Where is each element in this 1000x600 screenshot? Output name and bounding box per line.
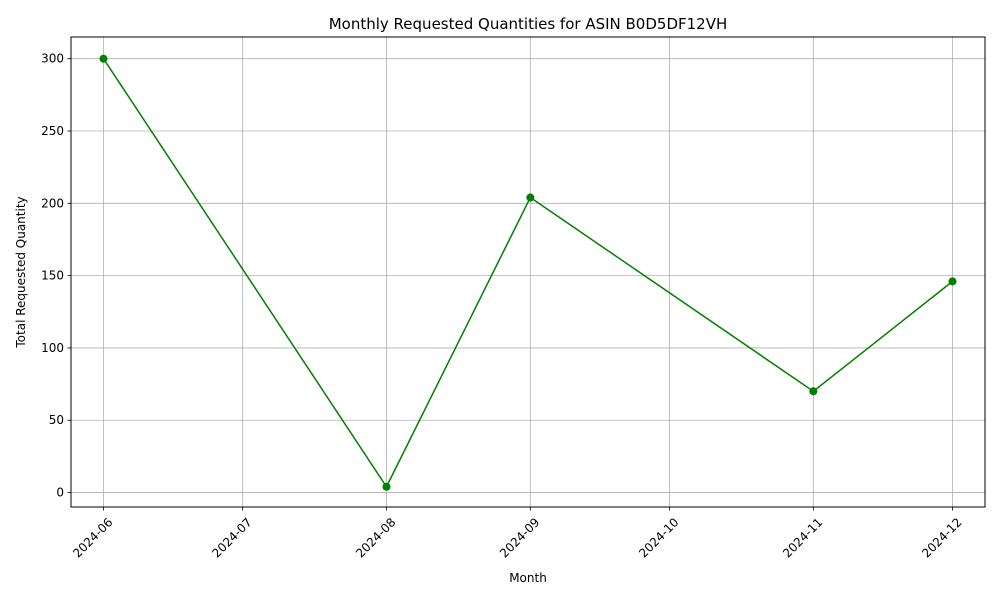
chart-title: Monthly Requested Quantities for ASIN B0… bbox=[329, 15, 728, 33]
y-tick-label: 300 bbox=[41, 52, 64, 66]
y-axis-label: Total Requested Quantity bbox=[14, 196, 28, 348]
y-tick-label: 150 bbox=[41, 269, 64, 283]
y-tick-label: 200 bbox=[41, 196, 64, 210]
grid bbox=[71, 37, 985, 507]
plot-frame bbox=[70, 36, 986, 508]
data-point bbox=[99, 54, 108, 63]
y-tick-label: 50 bbox=[49, 413, 64, 427]
data-point bbox=[948, 277, 957, 286]
data-point bbox=[382, 482, 391, 491]
y-axis-ticks: 0 50 100 150 200 250 300 bbox=[41, 52, 71, 500]
data-point bbox=[526, 193, 535, 202]
x-axis-label: Month bbox=[509, 571, 547, 585]
y-tick-label: 0 bbox=[56, 486, 64, 500]
y-tick-label: 100 bbox=[41, 341, 64, 355]
data-point bbox=[809, 387, 818, 396]
y-tick-label: 250 bbox=[41, 124, 64, 138]
series-layer bbox=[99, 54, 957, 491]
